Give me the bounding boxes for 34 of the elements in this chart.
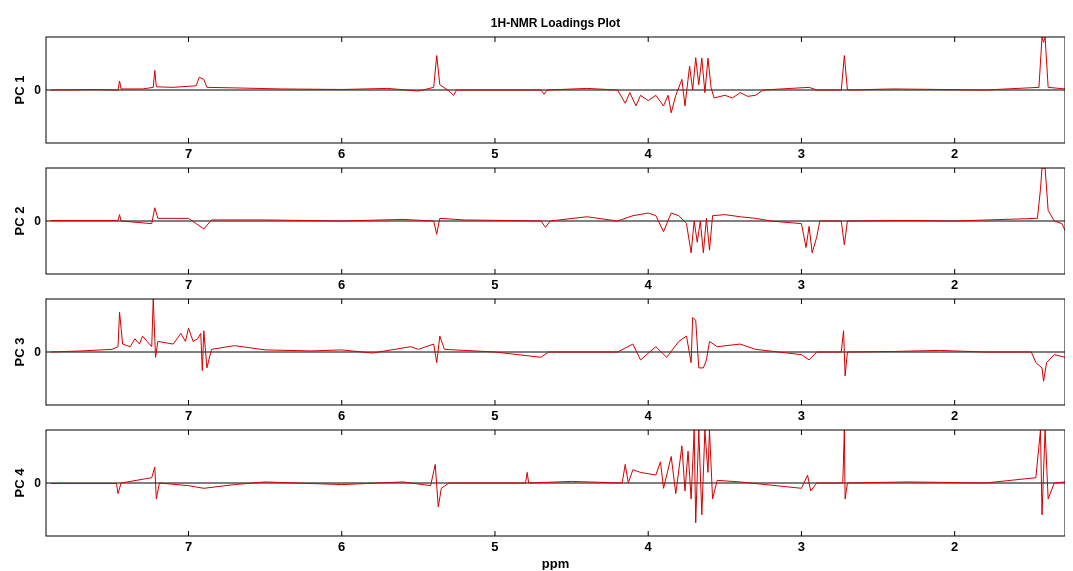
x-tick-label: 4 <box>644 539 653 554</box>
x-tick-label: 4 <box>644 146 653 161</box>
y-axis-title: PC 1 <box>12 75 27 105</box>
x-tick-label: 6 <box>338 408 346 423</box>
x-tick-label: 7 <box>184 277 193 292</box>
text: 0 <box>34 345 42 359</box>
x-tick-label: 3 <box>797 277 806 292</box>
x-tick-label: 2 <box>951 539 959 554</box>
x-tick-label: 5 <box>491 146 499 161</box>
x-tick-label: 3 <box>797 408 806 423</box>
x-tick-label: 2 <box>951 146 959 161</box>
text: 0 <box>34 83 42 97</box>
x-tick-label: 7 <box>184 408 193 423</box>
chart-title: 1H-NMR Loadings Plot <box>490 16 621 30</box>
x-axis-title: ppm <box>541 556 570 571</box>
x-tick-label: 2 <box>951 408 959 423</box>
text: 0 <box>34 476 42 490</box>
x-tick-label: 5 <box>491 277 499 292</box>
x-tick-label: 6 <box>338 539 346 554</box>
x-tick-label: 3 <box>797 539 806 554</box>
y-axis-title: PC 2 <box>12 206 27 236</box>
x-tick-label: 2 <box>951 277 959 292</box>
x-tick-label: 5 <box>491 408 499 423</box>
x-tick-label: 3 <box>797 146 806 161</box>
x-tick-label: 4 <box>644 408 653 423</box>
y-axis-title: PC 4 <box>12 467 27 498</box>
x-tick-label: 5 <box>491 539 499 554</box>
x-tick-label: 6 <box>338 277 346 292</box>
x-tick-label: 4 <box>644 277 653 292</box>
x-tick-label: 7 <box>184 146 193 161</box>
y-axis-title: PC 3 <box>12 337 27 367</box>
text: 0 <box>34 214 42 228</box>
x-tick-label: 7 <box>184 539 193 554</box>
x-tick-label: 6 <box>338 146 346 161</box>
